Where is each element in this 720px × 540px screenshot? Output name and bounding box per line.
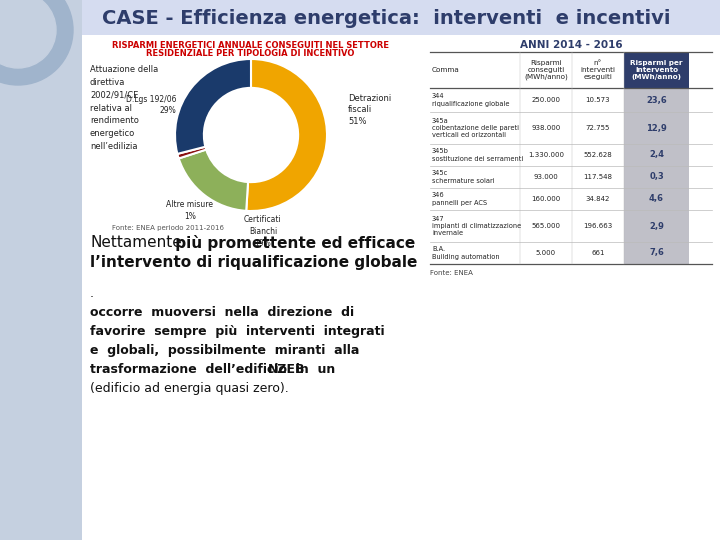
Circle shape	[0, 0, 56, 68]
Text: ANNI 2014 - 2016: ANNI 2014 - 2016	[520, 40, 622, 50]
Circle shape	[0, 0, 73, 85]
Text: 23,6: 23,6	[646, 96, 667, 105]
Text: 12,9: 12,9	[646, 124, 667, 132]
Text: Certificati
Bianchi
19%: Certificati Bianchi 19%	[244, 215, 282, 248]
Text: Comma: Comma	[432, 67, 460, 73]
Text: l’intervento di riqualificazione globale: l’intervento di riqualificazione globale	[90, 255, 418, 270]
Text: 160.000: 160.000	[531, 196, 561, 202]
Text: Fonte: ENEA periodo 2011-2016: Fonte: ENEA periodo 2011-2016	[112, 225, 224, 231]
Wedge shape	[175, 59, 251, 154]
Bar	[82, 0, 720, 35]
Text: 2,9: 2,9	[649, 221, 664, 231]
Text: B.A.
Building automation: B.A. Building automation	[432, 246, 500, 260]
Text: Attuazione della
direttiva
2002/91/CE
relativa al
rendimento
energetico
nell’edi: Attuazione della direttiva 2002/91/CE re…	[90, 65, 158, 151]
Wedge shape	[177, 147, 206, 158]
Bar	[624, 52, 689, 88]
Text: 117.548: 117.548	[583, 174, 613, 180]
Bar	[624, 188, 689, 210]
Text: 93.000: 93.000	[534, 174, 559, 180]
Text: 565.000: 565.000	[531, 223, 560, 229]
Text: 7,6: 7,6	[649, 248, 664, 258]
Text: RISPARMI ENERGETICI ANNUALE CONSEGUITI NEL SETTORE: RISPARMI ENERGETICI ANNUALE CONSEGUITI N…	[112, 41, 389, 50]
Text: RESIDENZIALE PER TIPOLOGIA DI INCENTIVO: RESIDENZIALE PER TIPOLOGIA DI INCENTIVO	[146, 49, 354, 58]
Text: D.Lgs 192/06
29%: D.Lgs 192/06 29%	[125, 94, 176, 116]
Bar	[624, 144, 689, 166]
Text: Detrazioni
fiscali
51%: Detrazioni fiscali 51%	[348, 94, 391, 126]
Text: Fonte: ENEA: Fonte: ENEA	[430, 270, 473, 276]
Bar	[624, 242, 689, 264]
Bar	[624, 112, 689, 144]
Text: .: .	[90, 287, 94, 300]
Text: 34.842: 34.842	[586, 196, 610, 202]
Text: 250.000: 250.000	[531, 97, 560, 103]
Text: 2,4: 2,4	[649, 151, 664, 159]
Text: 347
impianti di climatizzazione
invernale: 347 impianti di climatizzazione invernal…	[432, 216, 521, 237]
Text: 661: 661	[591, 250, 605, 256]
Text: Nettamente: Nettamente	[90, 235, 181, 250]
Wedge shape	[246, 59, 327, 211]
Text: più promettente ed efficace: più promettente ed efficace	[170, 235, 415, 251]
Text: (edificio ad energia quasi zero).: (edificio ad energia quasi zero).	[90, 382, 289, 395]
Bar	[624, 88, 689, 112]
Text: trasformazione  dell’edificio  in  un: trasformazione dell’edificio in un	[90, 363, 344, 376]
Text: 5.000: 5.000	[536, 250, 556, 256]
Text: 345c
schermature solari: 345c schermature solari	[432, 171, 495, 184]
Text: favorire  sempre  più  interventi  integrati: favorire sempre più interventi integrati	[90, 325, 384, 338]
Text: 4,6: 4,6	[649, 194, 664, 204]
Bar	[624, 210, 689, 242]
Text: 346
pannelli per ACS: 346 pannelli per ACS	[432, 192, 487, 206]
Text: Risparmi per
intervento
(MWh/anno): Risparmi per intervento (MWh/anno)	[630, 60, 683, 80]
Text: Altre misure
1%: Altre misure 1%	[166, 200, 214, 221]
Text: 72.755: 72.755	[586, 125, 610, 131]
Text: 344
riqualificazione globale: 344 riqualificazione globale	[432, 93, 510, 106]
Text: 345a
coibentazione delle pareti
verticali ed orizzontali: 345a coibentazione delle pareti vertical…	[432, 118, 519, 138]
Text: 0,3: 0,3	[649, 172, 664, 181]
Text: occorre  muoversi  nella  direzione  di: occorre muoversi nella direzione di	[90, 306, 354, 319]
Bar	[82, 0, 720, 540]
Wedge shape	[179, 150, 248, 211]
Text: 1.330.000: 1.330.000	[528, 152, 564, 158]
Text: 552.628: 552.628	[584, 152, 613, 158]
Text: CASE - Efficienza energetica:  interventi  e incentivi: CASE - Efficienza energetica: interventi…	[102, 9, 670, 28]
Text: 938.000: 938.000	[531, 125, 561, 131]
Text: 196.663: 196.663	[583, 223, 613, 229]
Text: e  globali,  possibilmente  miranti  alla: e globali, possibilmente miranti alla	[90, 344, 359, 357]
Bar	[624, 166, 689, 188]
Text: n°
interventi
eseguiti: n° interventi eseguiti	[580, 60, 616, 80]
Text: 10.573: 10.573	[585, 97, 611, 103]
Text: Risparmi
conseguiti
(MWh/anno): Risparmi conseguiti (MWh/anno)	[524, 59, 568, 80]
Text: NZEB: NZEB	[267, 363, 305, 376]
Text: 345b
sostituzione dei serramenti: 345b sostituzione dei serramenti	[432, 148, 523, 161]
